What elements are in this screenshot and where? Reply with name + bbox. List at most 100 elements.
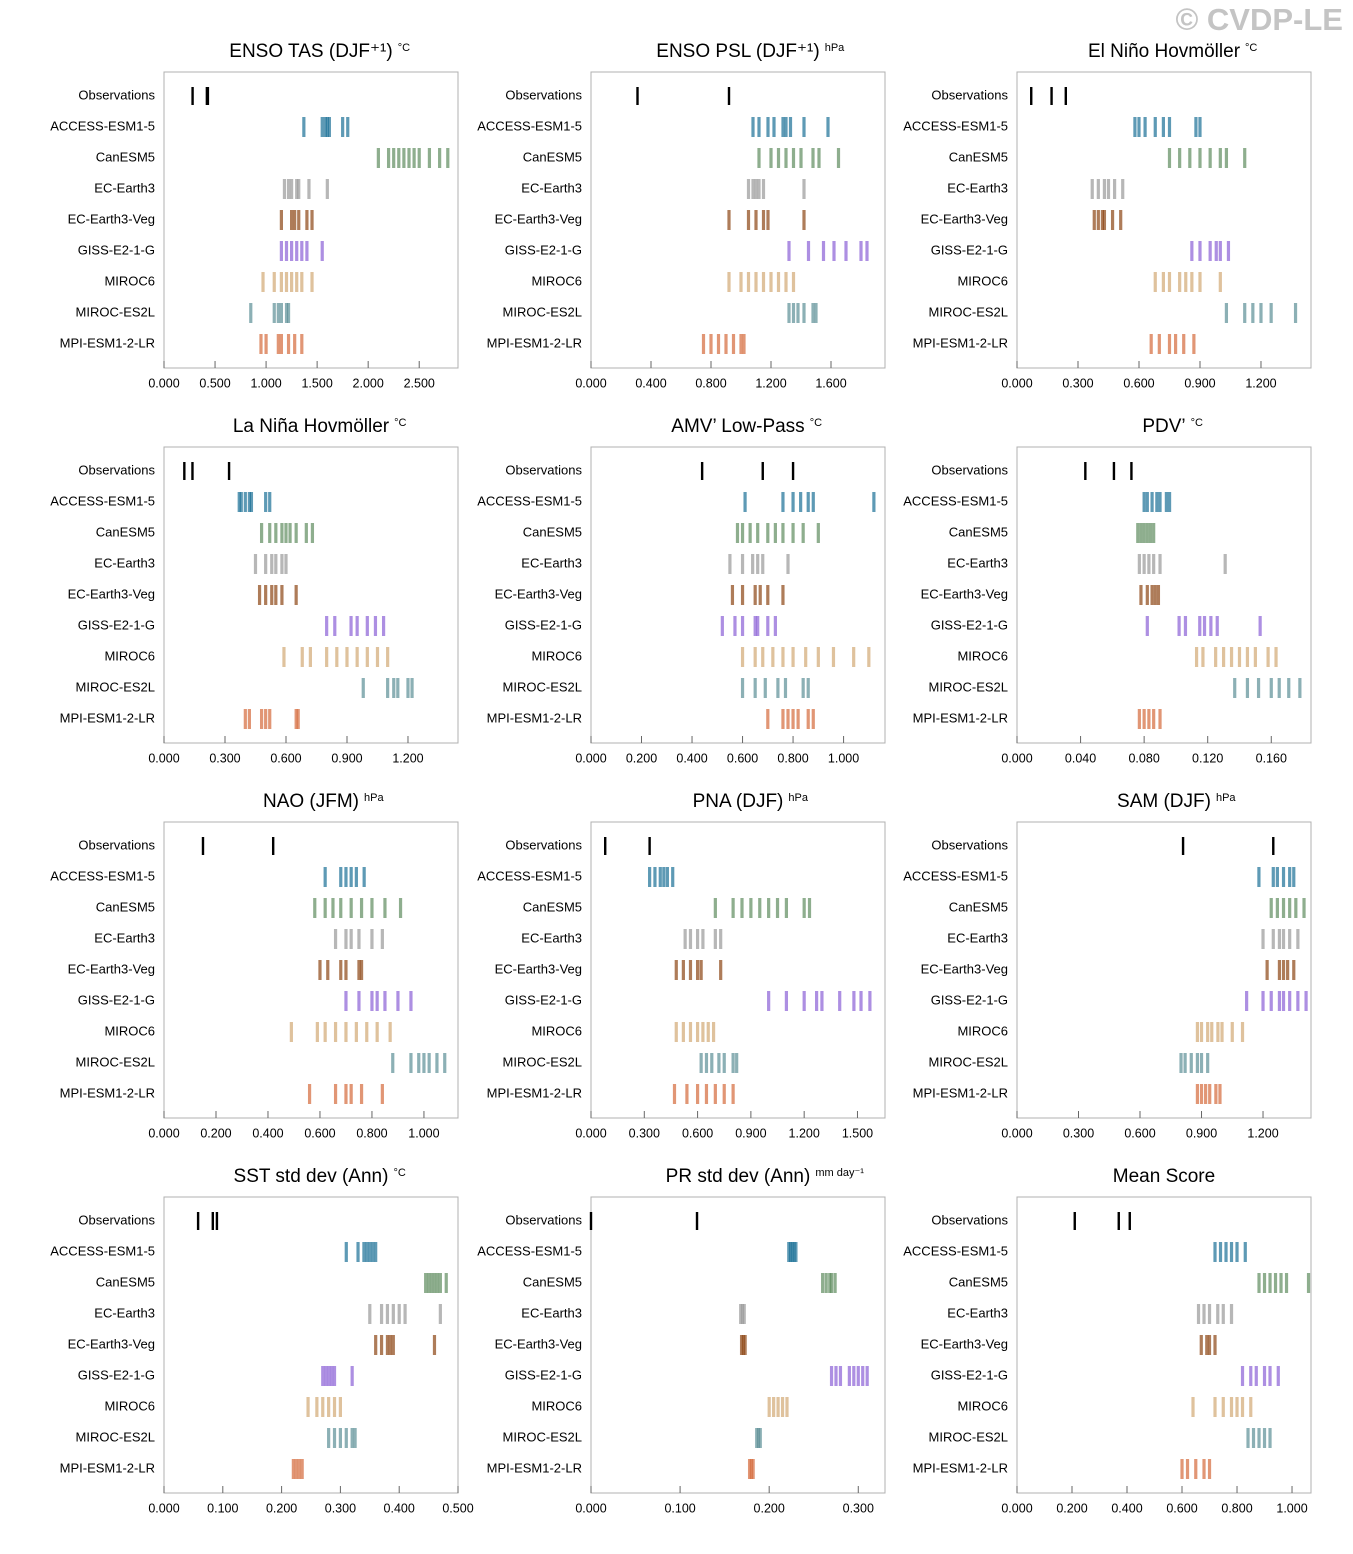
member-mark [1164,492,1168,512]
row-label: MIROC6 [957,648,1008,663]
member-mark [1199,1053,1204,1073]
member-mark [784,991,789,1011]
member-mark [1106,179,1111,199]
member-mark [1207,1459,1212,1479]
member-mark [323,117,327,137]
x-tick-label: 0.300 [1062,376,1093,390]
member-mark [1137,709,1141,729]
row-label: MPI-ESM1-2-LR [60,335,155,350]
member-mark [1245,991,1249,1011]
member-mark [1142,492,1146,512]
chart-title: PR std dev (Ann) [666,1166,811,1187]
member-mark [349,867,353,887]
member-mark [704,1084,709,1104]
member-mark [1275,898,1279,918]
member-mark [847,1366,851,1386]
member-mark [1190,241,1194,261]
member-mark [1184,272,1188,292]
observation-mark [201,837,205,855]
member-mark [776,1397,780,1417]
member-mark [1167,272,1172,292]
row-label: MPI-ESM1-2-LR [913,710,1008,725]
member-mark [370,991,374,1011]
member-mark [710,1053,714,1073]
member-mark [1096,179,1100,199]
member-mark [279,334,283,354]
x-tick-label: 0.200 [626,751,657,765]
chart-title: ENSO TAS (DJF⁺¹) [229,41,392,62]
observation-mark [791,462,795,480]
member-mark [331,898,335,918]
member-mark [362,1242,366,1262]
row-label: ACCESS-ESM1-5 [477,868,582,883]
member-mark [811,492,815,512]
member-mark [368,1304,372,1324]
member-mark [294,523,298,543]
member-mark [344,929,348,949]
row-label: MIROC-ES2L [929,1054,1008,1069]
member-mark [769,148,773,168]
member-mark [799,492,803,512]
member-mark [833,1273,837,1293]
member-mark [1100,210,1104,230]
member-mark [775,898,780,918]
member-mark [1185,1459,1190,1479]
member-mark [815,991,819,1011]
member-mark [1195,1053,1200,1073]
member-mark [802,117,806,137]
observation-mark [183,462,186,480]
member-mark [1090,179,1094,199]
x-tick-label: 0.900 [1186,1126,1217,1140]
member-mark [391,1053,395,1073]
member-mark [701,334,706,354]
chart-title: El Niño Hovmöller [1088,41,1241,62]
member-mark [297,179,301,199]
member-mark [383,898,387,918]
row-label: EC-Earth3-Veg [921,961,1008,976]
member-mark [327,1397,331,1417]
member-mark [310,210,314,230]
member-mark [257,585,262,605]
member-mark [1218,272,1222,292]
member-mark [739,1335,744,1355]
member-mark [757,148,761,168]
row-label: EC-Earth3 [94,555,155,570]
member-mark [756,523,760,543]
member-mark [335,647,339,667]
member-mark [1226,241,1231,261]
member-mark [249,303,253,323]
row-label: EC-Earth3 [947,930,1008,945]
member-mark [320,241,324,261]
row-label: EC-Earth3-Veg [921,211,1008,226]
member-mark [772,1397,776,1417]
x-tick-label: 1.200 [789,1126,820,1140]
member-mark [1139,523,1143,543]
member-mark [852,991,856,1011]
member-mark [370,898,374,918]
member-mark [717,1053,721,1073]
member-mark [761,210,766,230]
member-mark [1240,1022,1245,1042]
member-mark [788,1242,793,1262]
member-mark [1189,1053,1193,1073]
member-mark [1161,117,1165,137]
x-tick-label: 0.800 [1221,1501,1252,1515]
member-mark [834,1366,838,1386]
x-tick-label: 0.000 [148,751,179,765]
x-tick-label: 1.200 [1247,1126,1278,1140]
member-mark [1158,554,1162,574]
x-tick-label: 0.000 [575,1501,606,1515]
member-mark [284,272,289,292]
member-mark [1213,1397,1217,1417]
member-mark [1275,867,1279,887]
member-mark [771,647,775,667]
row-label: EC-Earth3-Veg [68,211,155,226]
member-mark [432,1273,437,1293]
member-mark [307,1084,312,1104]
member-mark [1274,647,1278,667]
member-mark [776,272,781,292]
member-mark [688,1022,693,1042]
member-mark [315,1397,319,1417]
row-label: GISS-E2-1-G [505,242,582,257]
member-mark [1214,1084,1218,1104]
